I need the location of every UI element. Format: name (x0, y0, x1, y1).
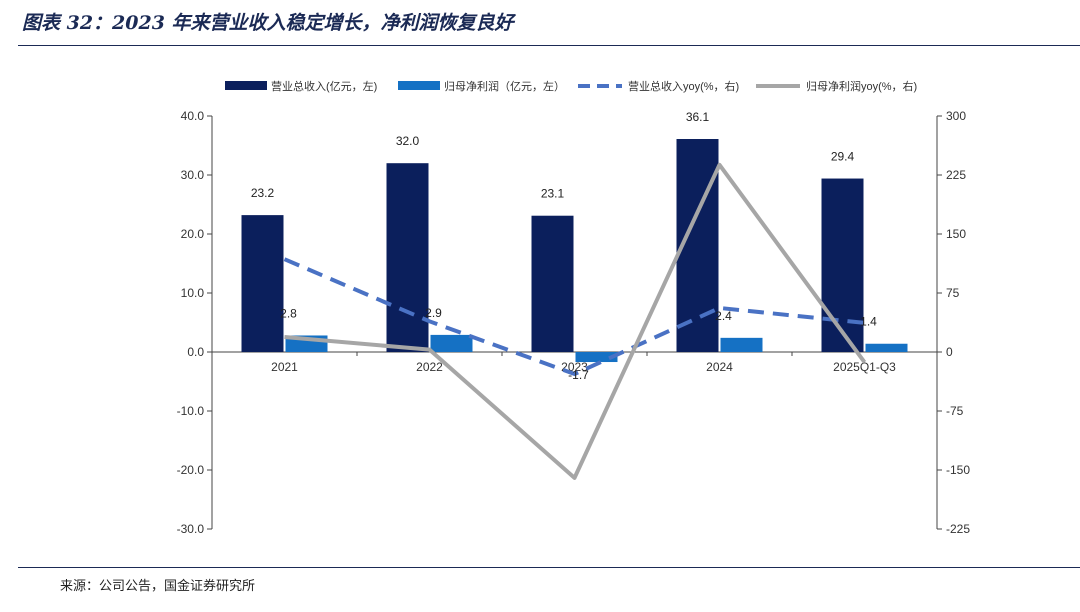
left-tick-label: 0.0 (187, 345, 204, 359)
profit-bar (720, 337, 763, 352)
profit-value-label: 2.4 (715, 309, 732, 323)
axes: 40.0 30.0 20.0 10.0 0.0 -10.0 -20.0 -30.0 300 225… (177, 109, 971, 536)
left-tick-label: -20.0 (177, 463, 205, 477)
category-label: 2024 (706, 360, 733, 374)
revenue-value-label: 36.1 (686, 110, 710, 124)
profit-value-label: -1.7 (568, 368, 589, 382)
profit-value-label: 2.8 (280, 306, 297, 320)
profit-bar (865, 343, 908, 352)
profit-value-label: 1.4 (860, 315, 877, 329)
right-tick-label: -75 (946, 404, 964, 418)
profit-value-label: 2.9 (425, 306, 442, 320)
legend-label-revenue: 营业总收入(亿元，左) (271, 79, 377, 93)
category-label: 2021 (271, 360, 298, 374)
revenue-bar (531, 215, 574, 352)
profit-bar (575, 352, 618, 363)
source-note: 来源：公司公告，国金证券研究所 (60, 579, 256, 594)
data-labels: 23.2 32.0 23.1 36.1 29.4 2.8 2.9 -1.7 2.4 1.4 (251, 110, 877, 382)
profit-yoy-line (284, 162, 867, 480)
profit-bar (430, 334, 473, 352)
left-tick-label: -30.0 (177, 522, 205, 536)
revenue-value-label: 23.2 (251, 186, 275, 200)
title-rule (18, 45, 1080, 46)
right-tick-label: 75 (946, 286, 960, 300)
left-tick-label: 10.0 (181, 286, 205, 300)
legend-swatch-profit (398, 81, 440, 90)
revenue-bar (241, 215, 284, 352)
legend-label-profit: 归母净利润（亿元，左） (444, 79, 565, 93)
bars (241, 139, 908, 363)
lines (283, 162, 867, 480)
right-tick-label: -225 (946, 522, 970, 536)
combo-chart: 营业总收入(亿元，左) 归母净利润（亿元，左） 营业总收入yoy(%，右) 归母净利润… (177, 79, 971, 536)
category-label: 2022 (416, 360, 443, 374)
revenue-bar (821, 178, 864, 352)
category-label: 2025Q1-Q3 (833, 360, 896, 374)
left-tick-label: 40.0 (181, 109, 205, 123)
legend-swatch-revenue (225, 81, 267, 90)
legend-label-profit-yoy: 归母净利润yoy(%，右) (806, 79, 917, 93)
revenue-value-label: 23.1 (541, 187, 565, 201)
right-tick-label: -150 (946, 463, 970, 477)
revenue-value-label: 32.0 (396, 134, 420, 148)
revenue-value-label: 29.4 (831, 150, 855, 164)
right-tick-label: 225 (946, 168, 966, 182)
left-tick-label: 20.0 (181, 227, 205, 241)
right-tick-label: 150 (946, 227, 966, 241)
footer-rule (18, 567, 1080, 568)
left-tick-label: 30.0 (181, 168, 205, 182)
right-tick-label: 300 (946, 109, 966, 123)
legend-label-revenue-yoy: 营业总收入yoy(%，右) (628, 79, 739, 93)
revenue-yoy-line (283, 257, 865, 377)
right-tick-label: 0 (946, 345, 953, 359)
left-tick-label: -10.0 (177, 404, 205, 418)
revenue-bar (386, 163, 429, 352)
legend: 营业总收入(亿元，左) 归母净利润（亿元，左） 营业总收入yoy(%，右) 归母净利润… (225, 79, 917, 93)
page-title: 图表 32：2023 年来营业收入稳定增长，净利润恢复良好 (22, 12, 514, 34)
